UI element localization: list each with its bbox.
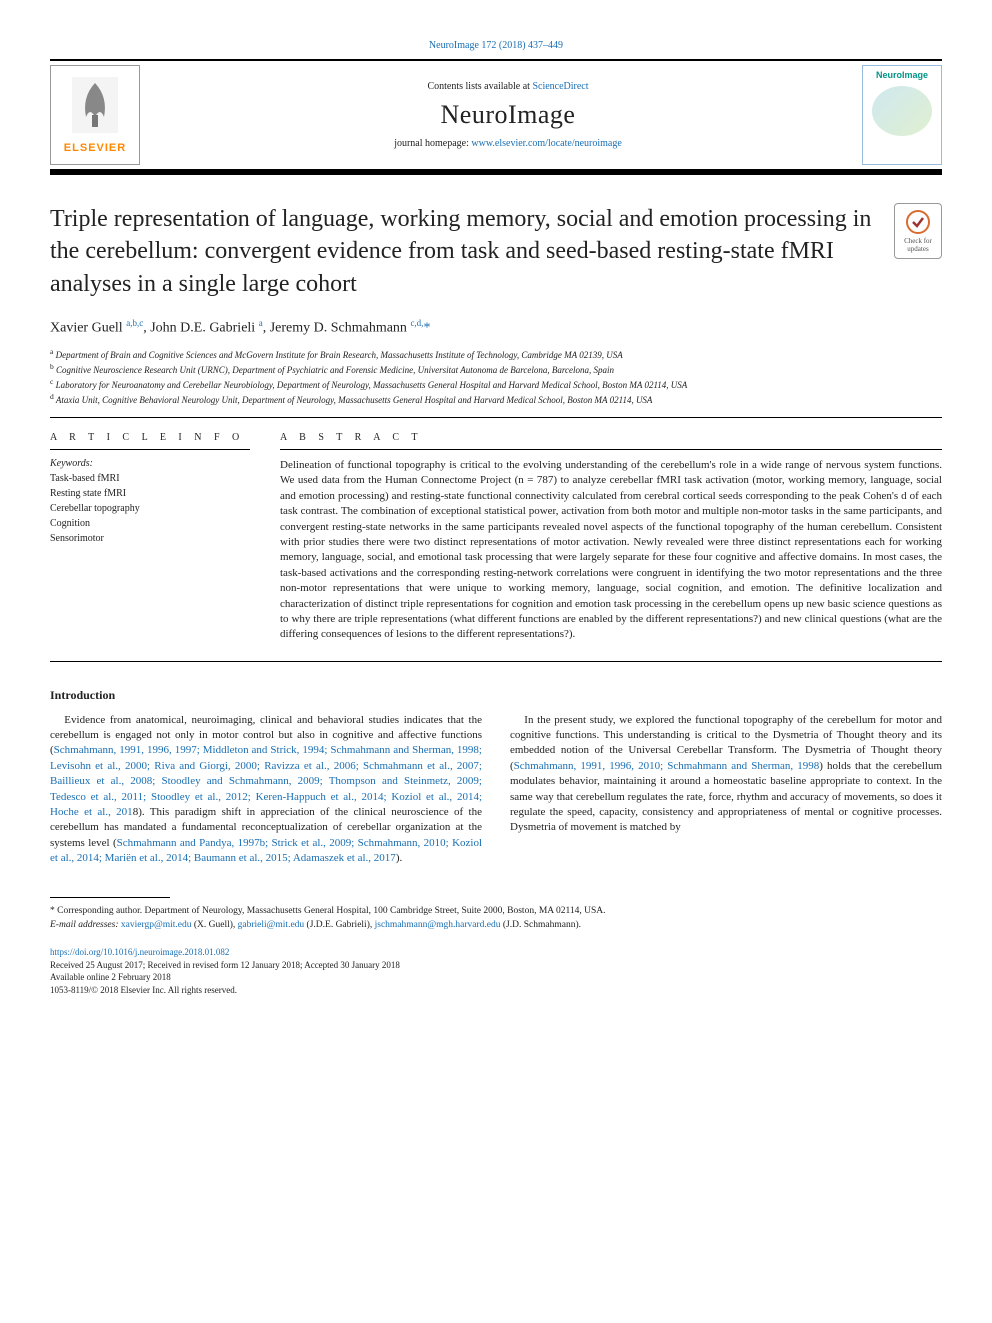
keyword: Sensorimotor <box>50 531 250 546</box>
abstract-heading: A B S T R A C T <box>280 432 942 443</box>
email-who: (J.D. Schmahmann). <box>501 920 581 930</box>
keywords-list: Task-based fMRIResting state fMRICerebel… <box>50 471 250 546</box>
article-info-heading: A R T I C L E I N F O <box>50 432 250 443</box>
abstract-rule <box>280 449 942 450</box>
journal-cover-thumb[interactable]: NeuroImage <box>862 65 942 165</box>
keywords-label: Keywords: <box>50 458 250 469</box>
intro-paragraph-1: Evidence from anatomical, neuroimaging, … <box>50 713 482 867</box>
contents-prefix: Contents lists available at <box>427 81 532 92</box>
email-who: (X. Guell), <box>191 920 237 930</box>
email-line: E-mail addresses: xaviergp@mit.edu (X. G… <box>50 918 942 932</box>
thin-rule-2 <box>50 661 942 662</box>
footnote-rule <box>50 897 170 898</box>
corresponding-footnote: * Corresponding author. Department of Ne… <box>50 904 942 933</box>
journal-title: NeuroImage <box>154 100 862 130</box>
intro-paragraph-2: In the present study, we explored the fu… <box>510 713 942 836</box>
contents-line: Contents lists available at ScienceDirec… <box>154 81 862 92</box>
publisher-logo[interactable]: ELSEVIER <box>50 65 140 165</box>
affiliation-line: b Cognitive Neuroscience Research Unit (… <box>50 362 942 377</box>
email-who: (J.D.E. Gabrieli), <box>304 920 374 930</box>
affiliation-line: d Ataxia Unit, Cognitive Behavioral Neur… <box>50 392 942 407</box>
email-label: E-mail addresses: <box>50 920 121 930</box>
homepage-line: journal homepage: www.elsevier.com/locat… <box>154 138 862 149</box>
publisher-name: ELSEVIER <box>64 142 126 154</box>
sciencedirect-link[interactable]: ScienceDirect <box>532 81 588 92</box>
doi-link[interactable]: https://doi.org/10.1016/j.neuroimage.201… <box>50 947 229 957</box>
keyword: Task-based fMRI <box>50 471 250 486</box>
affiliation-line: c Laboratory for Neuroanatomy and Cerebe… <box>50 377 942 392</box>
email-link[interactable]: xaviergp@mit.edu <box>121 920 192 930</box>
check-updates-text: Check for updates <box>895 237 941 253</box>
homepage-prefix: journal homepage: <box>394 138 471 149</box>
article-info-column: A R T I C L E I N F O Keywords: Task-bas… <box>50 432 250 643</box>
email-link[interactable]: jschmahmann@mgh.harvard.edu <box>375 920 501 930</box>
keyword: Cognition <box>50 516 250 531</box>
header-center: Contents lists available at ScienceDirec… <box>154 81 862 149</box>
cover-thumb-image <box>872 86 932 136</box>
footer-block: https://doi.org/10.1016/j.neuroimage.201… <box>50 946 942 996</box>
keyword: Cerebellar topography <box>50 501 250 516</box>
keyword: Resting state fMRI <box>50 486 250 501</box>
info-rule <box>50 449 250 450</box>
abstract-text: Delineation of functional topography is … <box>280 458 942 643</box>
available-line: Available online 2 February 2018 <box>50 971 942 984</box>
cover-thumb-title: NeuroImage <box>876 70 928 80</box>
corresponding-author: * Corresponding author. Department of Ne… <box>50 904 942 918</box>
copyright-line: 1053-8119/© 2018 Elsevier Inc. All right… <box>50 984 942 997</box>
crossmark-icon <box>905 209 931 235</box>
tree-icon <box>72 77 118 138</box>
citation-line: NeuroImage 172 (2018) 437–449 <box>50 40 942 51</box>
abstract-column: A B S T R A C T Delineation of functiona… <box>280 432 942 643</box>
email-link[interactable]: gabrieli@mit.edu <box>238 920 305 930</box>
affiliation-line: a Department of Brain and Cognitive Scie… <box>50 347 942 362</box>
check-updates-badge[interactable]: Check for updates <box>894 203 942 259</box>
intro-p1-close: ). <box>396 852 402 864</box>
article-title: Triple representation of language, worki… <box>50 203 874 300</box>
homepage-link[interactable]: www.elsevier.com/locate/neuroimage <box>471 138 621 149</box>
body-columns: Evidence from anatomical, neuroimaging, … <box>50 713 942 867</box>
header-bar: ELSEVIER Contents lists available at Sci… <box>50 59 942 171</box>
authors-line: Xavier Guell a,b,c, John D.E. Gabrieli a… <box>50 318 942 337</box>
thin-rule-1 <box>50 417 942 418</box>
introduction-heading: Introduction <box>50 688 942 703</box>
affiliations-block: a Department of Brain and Cognitive Scie… <box>50 347 942 407</box>
info-abstract-row: A R T I C L E I N F O Keywords: Task-bas… <box>50 432 942 643</box>
citation-link-group-3[interactable]: Schmahmann, 1991, 1996, 2010; Schmahmann… <box>514 760 820 772</box>
heavy-rule <box>50 171 942 175</box>
citation-link[interactable]: NeuroImage 172 (2018) 437–449 <box>429 40 563 51</box>
received-line: Received 25 August 2017; Received in rev… <box>50 959 942 972</box>
article-title-row: Triple representation of language, worki… <box>50 203 942 300</box>
